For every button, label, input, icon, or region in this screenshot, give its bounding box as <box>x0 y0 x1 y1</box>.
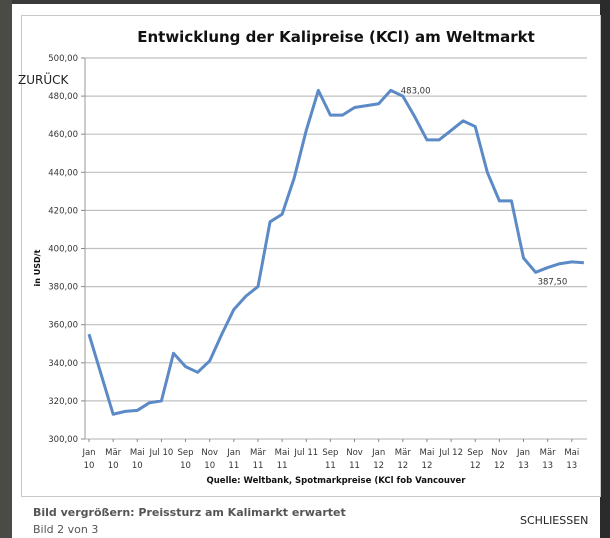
x-tick-label: Jan <box>226 448 240 458</box>
x-tick-label: Nov <box>201 448 218 458</box>
x-tick-label: Jan <box>81 448 95 458</box>
price-chart: Entwicklung der Kalipreise (KCl) am Welt… <box>33 28 587 486</box>
x-tick-label: Mär <box>540 448 557 458</box>
x-tick-label: 10 <box>132 461 143 471</box>
y-tick-label: 480,00 <box>48 92 78 102</box>
back-button[interactable]: ZURÜCK <box>18 73 69 87</box>
y-tick-label: 500,00 <box>48 54 78 64</box>
x-tick-label: Jan <box>516 448 530 458</box>
x-axis-label: Quelle: Weltbank, Spotmarkpreise (KCl fo… <box>207 476 467 486</box>
y-axis-label: in USD/t <box>33 249 42 286</box>
x-tick-label: 12 <box>494 461 505 471</box>
x-tick-label: Nov <box>491 448 508 458</box>
x-tick-label: 12 <box>373 461 384 471</box>
x-tick-label: 11 <box>253 461 264 471</box>
y-tick-label: 460,00 <box>48 130 78 140</box>
x-tick-label: 10 <box>108 461 119 471</box>
x-tick-label: Mär <box>395 448 412 458</box>
data-label: 387,50 <box>538 277 568 287</box>
y-tick-label: 320,00 <box>48 397 78 407</box>
x-tick-label: 10 <box>180 461 191 471</box>
x-tick-label: Mär <box>250 448 267 458</box>
price-line <box>87 88 584 416</box>
x-tick-label: Sep <box>178 448 194 458</box>
x-tick-label: 13 <box>566 461 577 471</box>
x-tick-label: 11 <box>228 461 239 471</box>
close-button[interactable]: SCHLIESSEN <box>520 514 589 527</box>
x-tick-label: 11 <box>325 461 336 471</box>
x-tick-label: Mai <box>420 448 435 458</box>
y-tick-label: 420,00 <box>48 206 78 216</box>
x-tick-label: Jan <box>371 448 385 458</box>
x-tick-label: Mär <box>105 448 122 458</box>
x-tick-label: Mai <box>275 448 290 458</box>
data-label: 483,00 <box>401 86 431 96</box>
y-tick-label: 400,00 <box>48 245 78 255</box>
y-tick-label: 380,00 <box>48 283 78 293</box>
x-tick-label: 13 <box>518 461 529 471</box>
y-tick-label: 440,00 <box>48 168 78 178</box>
x-tick-label: Jul 11 <box>293 448 318 458</box>
x-tick-label: Sep <box>322 448 338 458</box>
background-page-right <box>600 0 610 538</box>
x-tick-label: 12 <box>422 461 433 471</box>
background-page <box>0 0 12 538</box>
x-tick-label: 12 <box>470 461 481 471</box>
image-caption: Bild vergrößern: Preissturz am Kalimarkt… <box>33 506 346 519</box>
image-counter: Bild 2 von 3 <box>33 523 99 536</box>
x-tick-label: 12 <box>397 461 408 471</box>
x-tick-label: Mai <box>564 448 579 458</box>
x-tick-label: 11 <box>349 461 360 471</box>
x-tick-label: Mai <box>130 448 145 458</box>
x-tick-label: 13 <box>542 461 553 471</box>
x-tick-label: Jul 10 <box>149 448 174 458</box>
x-tick-label: Jul 12 <box>438 448 463 458</box>
x-tick-label: Nov <box>346 448 363 458</box>
chart-title: Entwicklung der Kalipreise (KCl) am Welt… <box>137 28 535 46</box>
y-tick-label: 340,00 <box>48 359 78 369</box>
x-tick-label: 10 <box>84 461 95 471</box>
y-tick-label: 300,00 <box>48 435 78 445</box>
chart-image <box>21 15 601 497</box>
image-lightbox: Entwicklung der Kalipreise (KCl) am Welt… <box>12 4 601 538</box>
x-tick-label: 11 <box>277 461 288 471</box>
x-tick-label: Sep <box>467 448 483 458</box>
y-tick-label: 360,00 <box>48 321 78 331</box>
x-tick-label: 10 <box>204 461 215 471</box>
